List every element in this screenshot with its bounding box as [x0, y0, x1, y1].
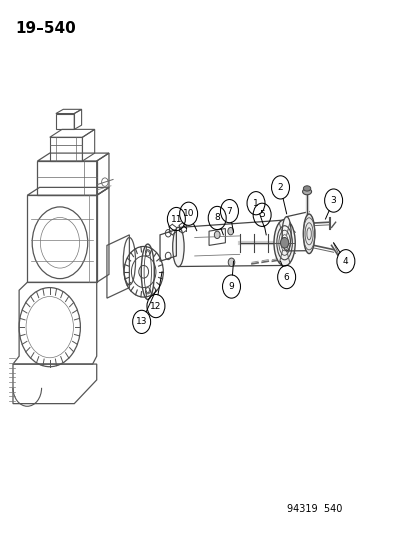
- Text: 4: 4: [342, 257, 348, 266]
- Ellipse shape: [172, 227, 184, 266]
- Text: 12: 12: [150, 302, 161, 311]
- Text: 7: 7: [226, 207, 232, 216]
- Ellipse shape: [273, 220, 294, 266]
- Text: 1: 1: [252, 199, 258, 208]
- Ellipse shape: [302, 189, 311, 195]
- Text: 3: 3: [330, 196, 336, 205]
- Text: 94319  540: 94319 540: [286, 504, 341, 514]
- Text: 11: 11: [170, 214, 182, 223]
- Circle shape: [280, 238, 288, 248]
- Text: 13: 13: [135, 317, 147, 326]
- Ellipse shape: [303, 186, 310, 191]
- Text: 10: 10: [183, 209, 194, 218]
- Circle shape: [228, 258, 234, 266]
- Circle shape: [227, 228, 233, 235]
- Ellipse shape: [303, 214, 314, 254]
- Text: 6: 6: [283, 272, 289, 281]
- Text: 2: 2: [277, 183, 282, 192]
- Circle shape: [214, 231, 220, 239]
- Text: 8: 8: [214, 214, 220, 222]
- Text: 19–540: 19–540: [15, 21, 76, 36]
- Text: 5: 5: [259, 211, 264, 219]
- Ellipse shape: [282, 216, 290, 251]
- Text: 9: 9: [228, 282, 234, 291]
